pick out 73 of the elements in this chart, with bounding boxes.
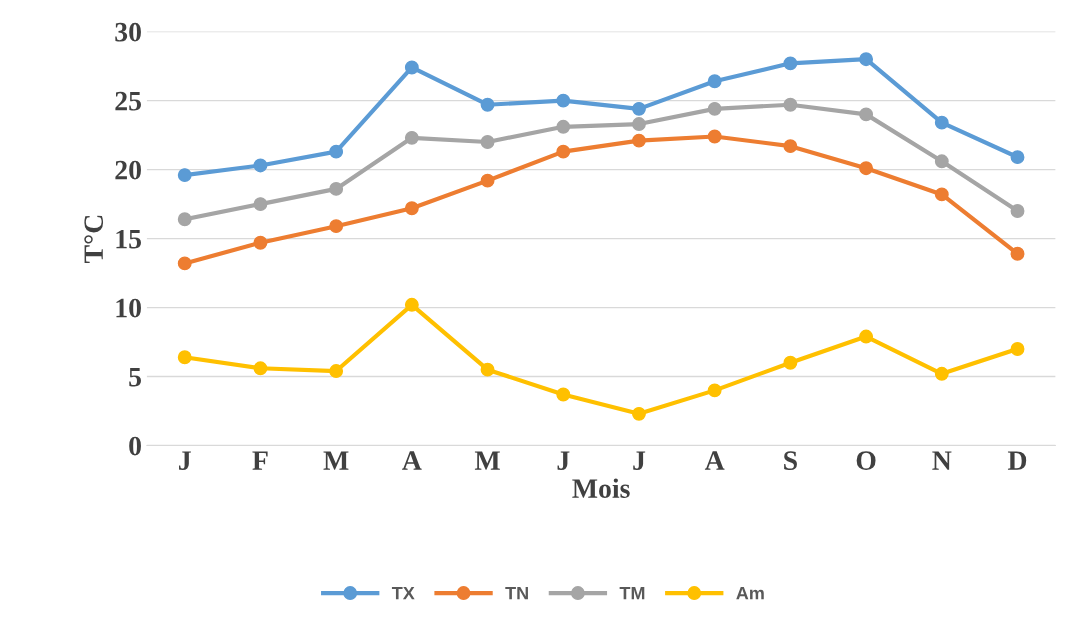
point xyxy=(177,350,192,365)
legend-label: Am xyxy=(736,586,764,600)
point xyxy=(1010,246,1025,261)
point xyxy=(480,97,495,112)
point xyxy=(1010,150,1025,165)
point xyxy=(556,387,571,402)
point xyxy=(177,212,192,227)
x-tick-label: A xyxy=(704,451,725,470)
y-tick-label: 25 xyxy=(115,91,141,111)
point xyxy=(404,130,419,145)
x-tick-label: A xyxy=(402,451,422,470)
point xyxy=(707,129,722,144)
point xyxy=(632,101,646,116)
point xyxy=(934,187,949,202)
point xyxy=(253,235,268,250)
y-tick-label: 20 xyxy=(115,160,141,180)
y-tick-label: 15 xyxy=(116,229,141,249)
x-tick-label: J xyxy=(179,451,191,470)
point xyxy=(480,173,495,188)
y-tick-label: 10 xyxy=(116,298,141,318)
point xyxy=(556,119,571,134)
point xyxy=(859,107,874,122)
x-tick-label: O xyxy=(856,451,876,470)
legend-label: TX xyxy=(391,586,415,600)
x-axis-title: Mois xyxy=(572,478,630,498)
x-tick-label: N xyxy=(932,451,952,470)
point xyxy=(632,406,646,421)
legend-label: TN xyxy=(505,586,528,600)
y-tick-label: 0 xyxy=(129,436,141,456)
point xyxy=(783,139,798,154)
point xyxy=(707,383,722,398)
point xyxy=(859,329,874,344)
point xyxy=(707,74,722,89)
x-tick-label: J xyxy=(557,451,570,470)
point xyxy=(859,52,874,67)
point xyxy=(253,158,268,173)
point xyxy=(329,144,344,159)
point xyxy=(632,117,646,131)
y-tick-label: 5 xyxy=(129,368,141,387)
point xyxy=(556,144,571,159)
point xyxy=(480,362,495,377)
point xyxy=(329,219,344,234)
x-tick-label: M xyxy=(474,451,500,470)
point xyxy=(783,56,798,71)
x-tick-label: S xyxy=(784,451,797,470)
point xyxy=(859,161,874,176)
point xyxy=(934,154,949,169)
point xyxy=(1010,204,1025,218)
point xyxy=(253,361,268,376)
legend-label: TM xyxy=(619,586,645,600)
x-tick-label: F xyxy=(252,451,268,470)
point xyxy=(707,101,722,116)
point xyxy=(177,256,192,271)
point xyxy=(404,297,419,312)
point xyxy=(404,201,419,216)
point xyxy=(177,168,192,183)
point xyxy=(934,115,949,130)
x-tick-label: J xyxy=(633,451,646,470)
point xyxy=(556,93,571,108)
point xyxy=(783,97,798,112)
point xyxy=(783,355,798,370)
point xyxy=(934,366,949,381)
point xyxy=(253,197,268,212)
point xyxy=(480,135,495,149)
point xyxy=(1010,342,1025,356)
y-axis-title: T°C xyxy=(84,215,104,263)
point xyxy=(632,133,646,148)
point xyxy=(329,364,344,378)
y-tick-label: 30 xyxy=(115,22,141,42)
x-tick-label: D xyxy=(1007,451,1027,470)
point xyxy=(404,60,419,75)
x-tick-label: M xyxy=(323,451,349,470)
point xyxy=(329,181,344,196)
